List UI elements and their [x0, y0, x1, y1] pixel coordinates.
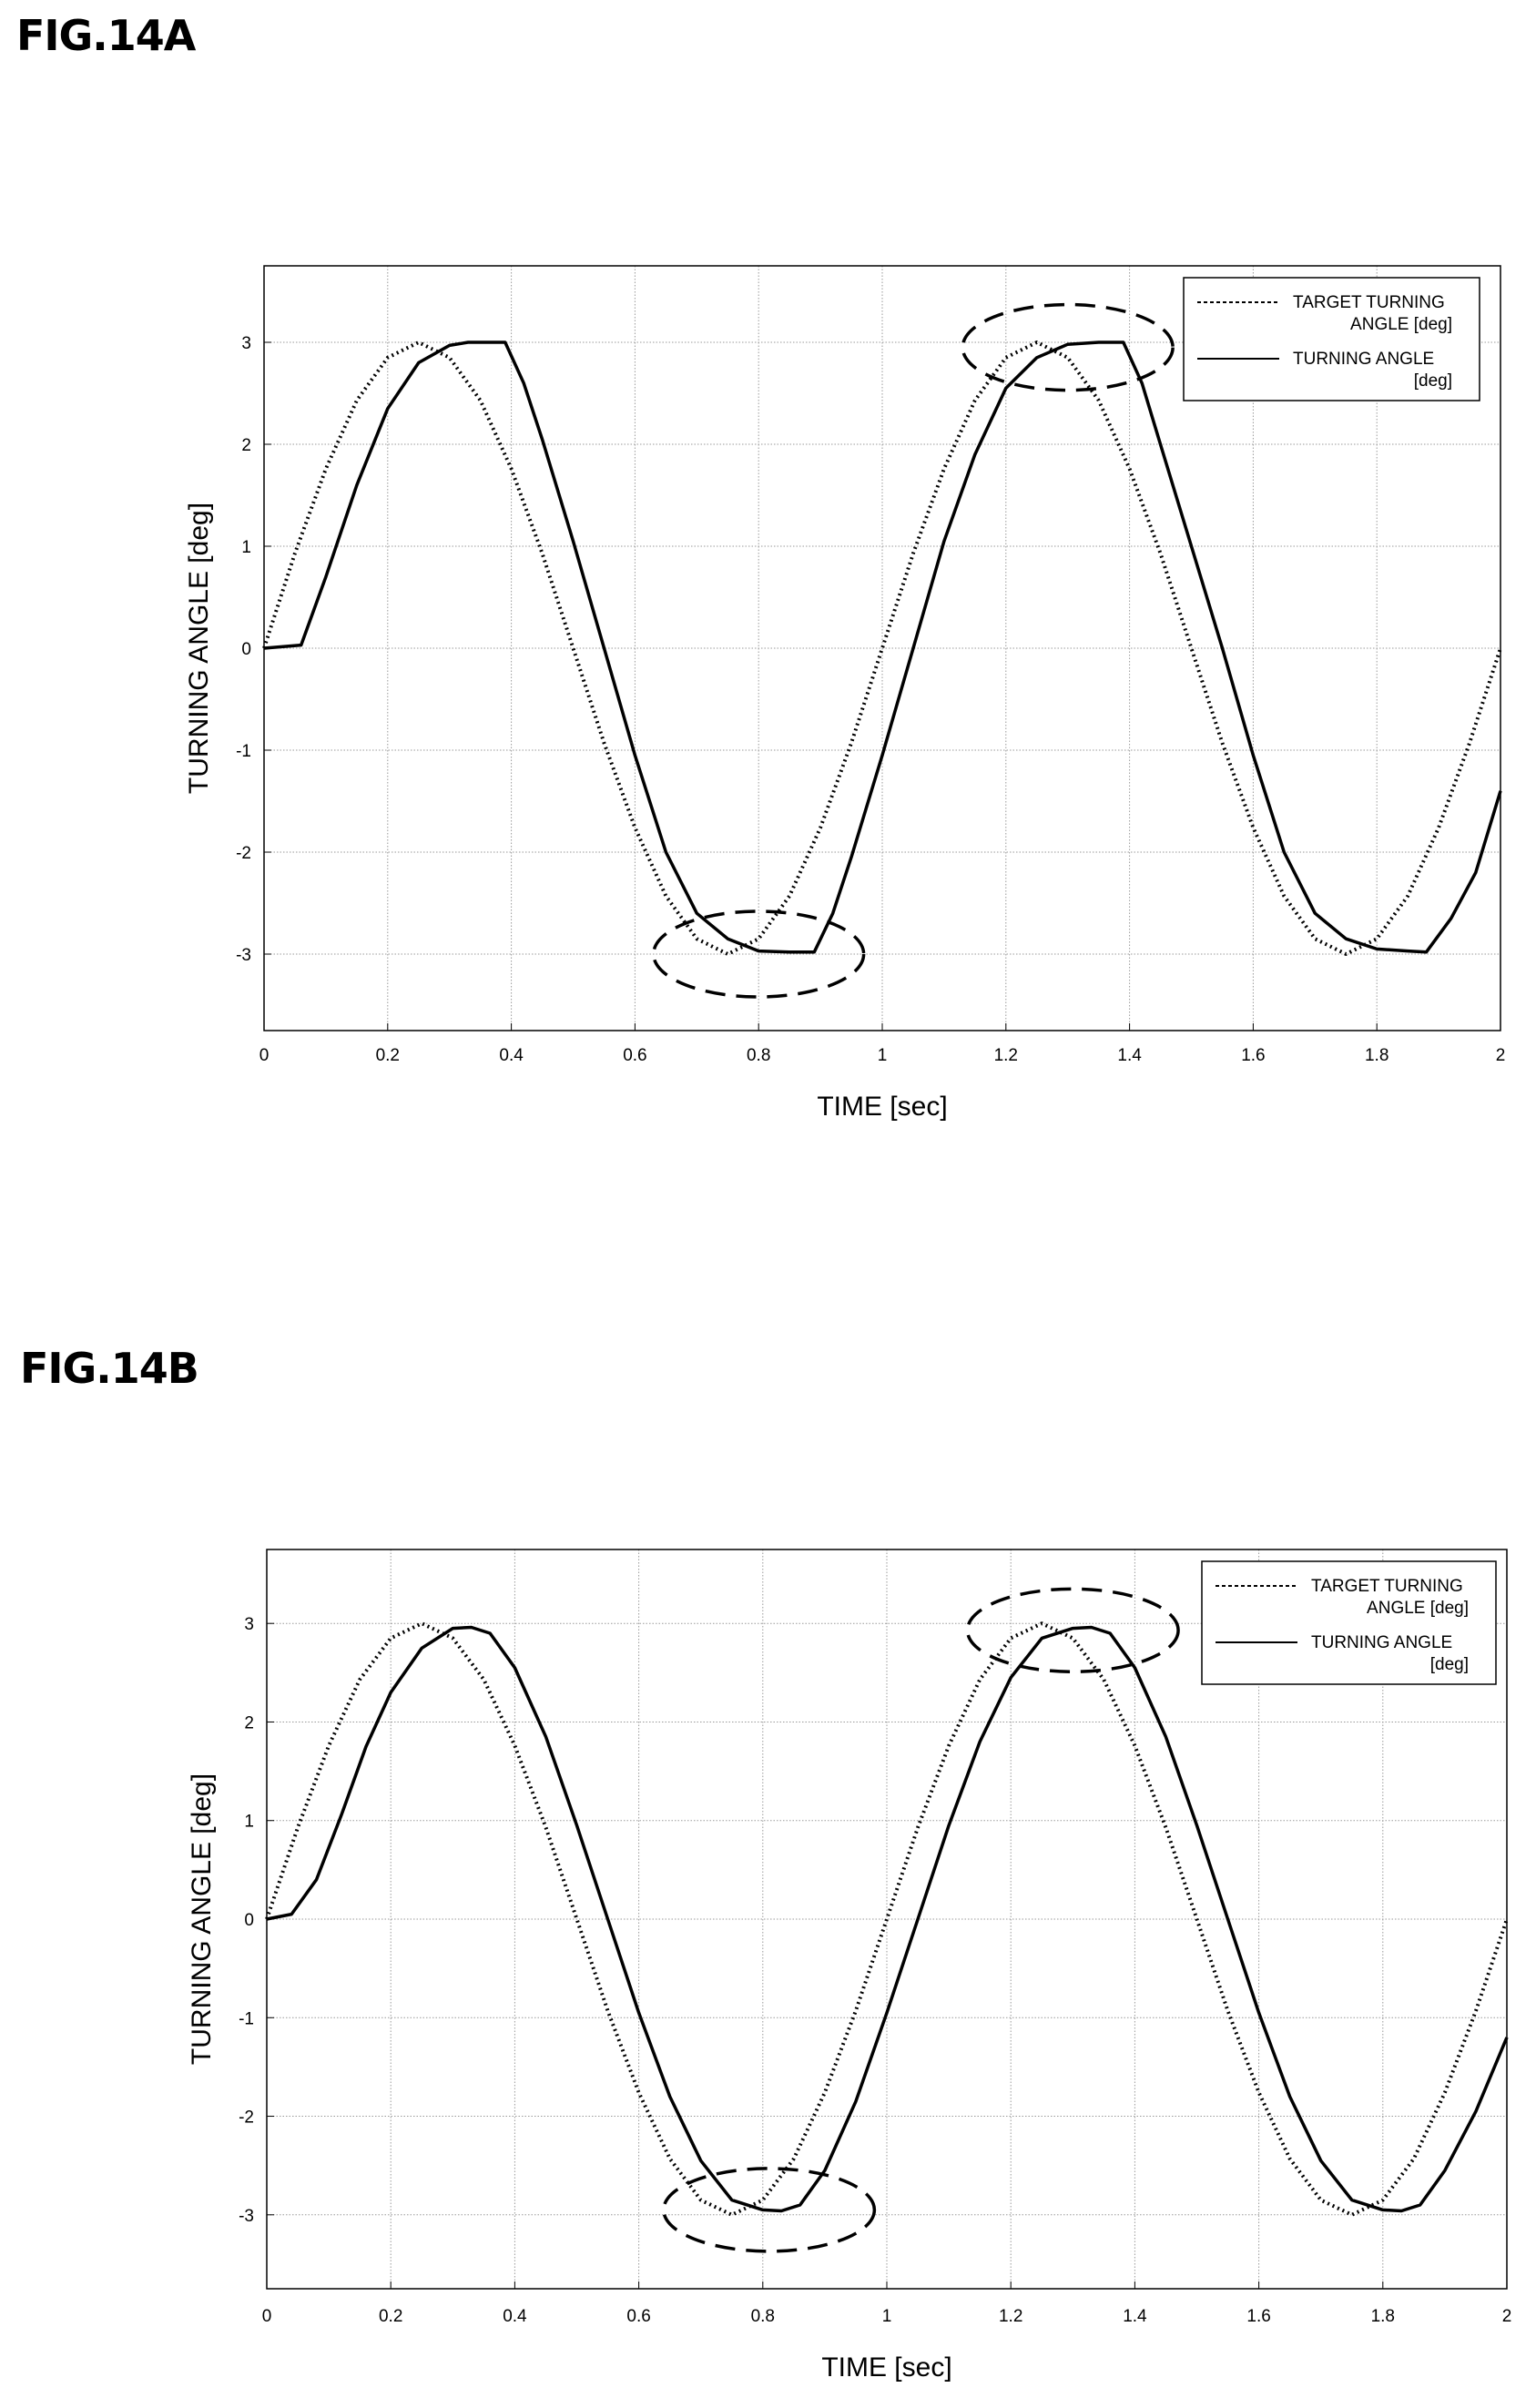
x-tick-label: 1.4: [1117, 1046, 1142, 1065]
x-tick-label: 1.8: [1371, 2307, 1395, 2326]
dashed-ellipse-annotation: [652, 909, 866, 999]
x-tick-label: 1.2: [999, 2307, 1022, 2326]
y-tick-label: 1: [244, 1813, 254, 1832]
legend-entry-text: TURNING ANGLE: [1311, 1633, 1452, 1652]
y-tick-label: 1: [241, 538, 251, 557]
x-tick-label: 1.4: [1123, 2307, 1147, 2326]
x-axis-label: TIME [sec]: [821, 2352, 951, 2383]
chart-fig-14b: 0 0.2 0.4 0.6 0.8 1 1.2 1.4 1.6 1.8 2 -3 -2 -1 0 1 2 3 TIM…: [187, 1549, 1512, 2383]
x-tick-label: 0.6: [623, 1046, 646, 1065]
y-axis-label: TURNING ANGLE [deg]: [184, 503, 214, 794]
legend-entry-text: ANGLE [deg]: [1350, 315, 1452, 334]
figure-label-a: FIG.14A: [16, 11, 196, 60]
legend: TARGET TURNING ANGLE [deg] TURNING ANGLE [d…: [1183, 277, 1480, 401]
x-axis-label: TIME [sec]: [817, 1092, 947, 1122]
y-tick-label: -3: [236, 946, 251, 965]
legend-box: [1201, 1560, 1497, 1685]
x-tick-label: 0.2: [376, 1046, 400, 1065]
legend-entry-text: TARGET TURNING: [1293, 293, 1445, 312]
x-tick-label: 2: [1502, 2307, 1512, 2326]
x-tick-label: 1.8: [1365, 1046, 1389, 1065]
x-tick-label: 0.8: [747, 1046, 770, 1065]
dashed-ellipse-annotation: [965, 1587, 1180, 1674]
y-tick-label: -1: [236, 742, 251, 761]
y-tick-label: 2: [244, 1713, 254, 1732]
legend-entry-text: TARGET TURNING: [1311, 1577, 1463, 1596]
dashed-ellipse-annotation: [961, 302, 1175, 392]
turning-angle-line: [266, 1625, 1509, 2213]
x-tick-label: 0.8: [751, 2307, 775, 2326]
legend-entry-text: [deg]: [1430, 1655, 1469, 1674]
y-tick-label: -2: [239, 2108, 254, 2128]
target-turning-angle-line: [262, 340, 1502, 956]
target-turning-angle-line: [265, 1621, 1509, 2217]
chart-fig-14a: 0 0.2 0.4 0.6 0.8 1 1.2 1.4 1.6 1.8 2 -3 -2 -1 0 1 2 3 TIM…: [184, 265, 1506, 1122]
y-tick-label: -1: [239, 2009, 254, 2028]
turning-angle-line: [263, 340, 1502, 954]
y-axis-label: TURNING ANGLE [deg]: [187, 1773, 217, 2065]
legend: TARGET TURNING ANGLE [deg] TURNING ANGLE [d…: [1201, 1560, 1497, 1685]
y-tick-label: -2: [236, 844, 251, 863]
x-tick-label: 0: [262, 2307, 272, 2326]
y-tick-label: 3: [241, 334, 251, 353]
y-tick-label: 0: [244, 1911, 254, 1930]
x-tick-label: 1: [882, 2307, 892, 2326]
dashed-ellipse-annotation: [662, 2167, 877, 2253]
x-tick-label: 0: [259, 1046, 270, 1065]
x-tick-label: 2: [1496, 1046, 1506, 1065]
y-tick-label: 3: [244, 1615, 254, 1634]
figure-label-b: FIG.14B: [20, 1344, 199, 1393]
x-tick-label: 0.2: [379, 2307, 402, 2326]
x-tick-label: 0.6: [626, 2307, 650, 2326]
legend-entry-text: ANGLE [deg]: [1367, 1599, 1469, 1618]
legend-box: [1183, 277, 1480, 401]
x-tick-label: 0.4: [499, 1046, 524, 1065]
y-tick-label: 2: [241, 436, 251, 455]
x-tick-label: 1: [878, 1046, 888, 1065]
x-tick-label: 0.4: [503, 2307, 527, 2326]
x-tick-label: 1.6: [1241, 1046, 1265, 1065]
legend-entry-text: TURNING ANGLE: [1293, 350, 1434, 369]
y-tick-label: 0: [241, 640, 251, 659]
x-tick-label: 1.6: [1246, 2307, 1270, 2326]
y-tick-label: -3: [239, 2207, 254, 2226]
x-tick-label: 1.2: [994, 1046, 1018, 1065]
legend-entry-text: [deg]: [1414, 371, 1452, 391]
